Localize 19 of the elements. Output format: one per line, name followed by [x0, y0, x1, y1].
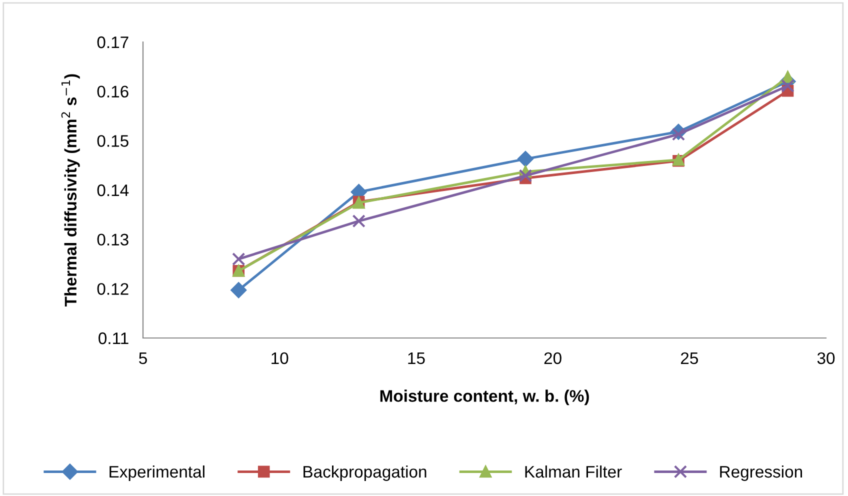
y-tick-label: 0.14 [97, 184, 129, 196]
y-tick-label: 0.11 [98, 332, 128, 344]
legend-label: Kalman Filter [525, 465, 622, 478]
y-tick-label: 0.13 [97, 234, 128, 246]
x-tick-label: 20 [544, 352, 562, 364]
legend-label: Backpropagation [304, 465, 426, 481]
x-tick-label: 15 [408, 352, 425, 364]
y-tick-label: 0.12 [97, 283, 128, 295]
y-tick-label: 0.17 [97, 36, 128, 48]
legend-label: Experimental [110, 465, 204, 481]
x-axis-title: Moisture content, w. b. (%) [380, 390, 589, 406]
x-tick-label: 5 [139, 352, 147, 364]
x-tick-label: 25 [680, 352, 698, 364]
y-axis-title: Thermal diffusivity (mm$^{2}$ s$^{−1}$) [61, 74, 80, 306]
y-tick-label: 0.15 [97, 135, 128, 147]
y-tick-label: 0.16 [97, 86, 128, 98]
x-tick-label: 10 [272, 352, 288, 364]
x-tick-label: 30 [817, 352, 835, 364]
legend-label: Regression [720, 465, 802, 481]
